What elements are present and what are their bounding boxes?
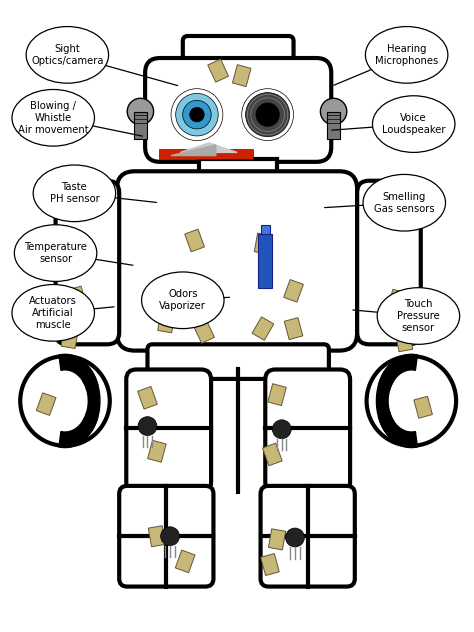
Bar	[199, 159, 277, 178]
Bar	[148, 526, 165, 547]
Polygon shape	[59, 355, 98, 391]
Circle shape	[138, 416, 157, 435]
FancyBboxPatch shape	[126, 370, 211, 492]
Text: Temperature
sensor: Temperature sensor	[24, 242, 87, 264]
Bar	[255, 233, 272, 254]
Ellipse shape	[12, 90, 94, 146]
Text: Voice
Loudspeaker: Voice Loudspeaker	[382, 113, 446, 135]
Bar	[67, 286, 86, 308]
FancyBboxPatch shape	[147, 344, 329, 379]
Polygon shape	[379, 355, 418, 391]
Bar	[414, 396, 432, 418]
Bar	[261, 554, 279, 576]
Circle shape	[273, 420, 291, 439]
Bar	[185, 229, 204, 252]
Ellipse shape	[14, 225, 97, 281]
Ellipse shape	[12, 284, 94, 341]
Bar	[268, 529, 286, 550]
Bar	[61, 327, 78, 348]
Bar	[263, 443, 282, 466]
Circle shape	[320, 99, 347, 125]
Bar	[175, 550, 195, 573]
Polygon shape	[83, 371, 100, 431]
Bar	[283, 279, 303, 302]
Bar	[284, 318, 303, 339]
Text: Touch
Pressure
sensor: Touch Pressure sensor	[397, 299, 440, 333]
Polygon shape	[181, 143, 237, 152]
Polygon shape	[171, 145, 216, 155]
Circle shape	[171, 88, 223, 140]
Text: Sight
Optics/camera: Sight Optics/camera	[31, 44, 104, 66]
FancyBboxPatch shape	[145, 58, 331, 162]
Bar	[193, 320, 214, 343]
Text: Odors
Vaporizer: Odors Vaporizer	[159, 289, 206, 312]
Text: Actuators
Artificial
muscle: Actuators Artificial muscle	[29, 296, 77, 330]
Circle shape	[182, 100, 211, 129]
Bar	[36, 393, 56, 415]
Ellipse shape	[377, 288, 460, 344]
Text: Blowing /
Whistle
Air movement: Blowing / Whistle Air movement	[18, 100, 89, 135]
Text: Taste
PH sensor: Taste PH sensor	[50, 182, 100, 204]
Bar	[147, 441, 166, 462]
Ellipse shape	[142, 272, 224, 329]
Circle shape	[190, 107, 204, 122]
FancyBboxPatch shape	[261, 486, 355, 586]
Circle shape	[256, 103, 279, 126]
Circle shape	[20, 356, 110, 446]
Circle shape	[366, 356, 456, 446]
Ellipse shape	[33, 165, 116, 222]
Circle shape	[127, 99, 154, 125]
FancyBboxPatch shape	[55, 181, 119, 344]
Ellipse shape	[26, 27, 109, 83]
Text: Hearing
Microphones: Hearing Microphones	[375, 44, 438, 66]
FancyBboxPatch shape	[117, 171, 357, 351]
Bar	[162, 277, 180, 299]
Polygon shape	[376, 371, 393, 431]
Bar	[261, 225, 270, 234]
Bar	[158, 312, 175, 333]
FancyBboxPatch shape	[119, 486, 213, 586]
Circle shape	[285, 528, 304, 547]
Circle shape	[242, 88, 293, 140]
Bar	[232, 64, 251, 87]
FancyBboxPatch shape	[183, 36, 293, 68]
Bar	[252, 317, 274, 340]
Bar	[137, 387, 157, 409]
Polygon shape	[59, 411, 98, 447]
Bar	[208, 59, 228, 82]
Bar	[396, 331, 413, 351]
Ellipse shape	[365, 27, 448, 83]
Bar	[258, 234, 273, 288]
Ellipse shape	[363, 174, 446, 231]
Bar	[388, 289, 407, 311]
Ellipse shape	[373, 96, 455, 152]
Text: Smelling
Gas sensors: Smelling Gas sensors	[374, 191, 435, 214]
FancyBboxPatch shape	[357, 181, 421, 344]
Circle shape	[176, 94, 218, 136]
Bar	[268, 384, 286, 406]
Circle shape	[161, 527, 180, 545]
Bar	[134, 112, 146, 138]
Polygon shape	[379, 411, 418, 447]
FancyBboxPatch shape	[265, 370, 350, 492]
Bar	[328, 112, 340, 138]
Bar	[159, 149, 254, 159]
Circle shape	[246, 92, 290, 137]
